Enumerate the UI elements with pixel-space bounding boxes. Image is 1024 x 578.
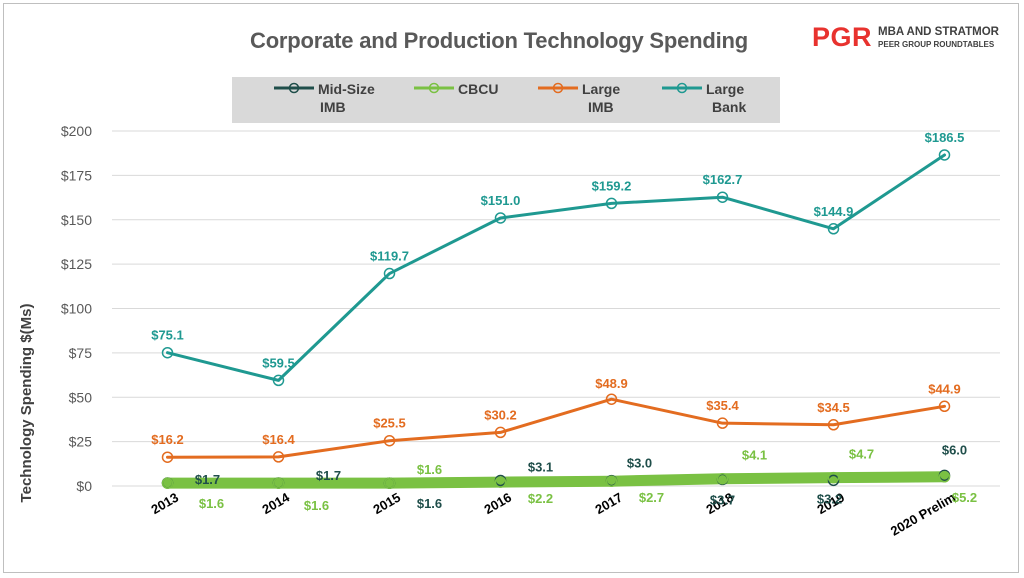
series-line xyxy=(162,471,950,489)
y-tick-label: $25 xyxy=(69,434,93,450)
legend-swatch-mid-size-imb xyxy=(274,82,314,94)
data-point xyxy=(827,223,840,235)
data-point xyxy=(272,477,285,489)
data-label: $151.0 xyxy=(481,193,521,208)
data-point xyxy=(827,419,840,431)
data-point xyxy=(272,451,285,463)
data-point xyxy=(938,471,951,483)
data-point xyxy=(605,475,618,487)
data-label: $30.2 xyxy=(484,407,517,422)
data-label: $1.6 xyxy=(417,496,442,511)
legend-label-large-imb: Large IMB xyxy=(582,81,621,115)
legend-label-mid-size-imb: Mid-Size IMB xyxy=(318,81,375,115)
data-label: $4.7 xyxy=(849,447,874,462)
data-point xyxy=(716,472,729,485)
data-label: $4.1 xyxy=(742,448,767,463)
x-tick-label: 2014 xyxy=(259,489,292,517)
data-label: $186.5 xyxy=(925,130,965,145)
data-label: $75.1 xyxy=(151,328,184,343)
data-label: $1.6 xyxy=(304,498,329,513)
data-label: $6.0 xyxy=(942,442,967,457)
data-label: $44.9 xyxy=(928,381,961,396)
data-point xyxy=(938,149,951,161)
data-label: $3.2 xyxy=(817,491,842,506)
x-tick-label: 2013 xyxy=(148,490,181,517)
data-point xyxy=(716,191,729,203)
logo-mark: PGR xyxy=(812,22,873,52)
data-point xyxy=(494,476,507,488)
data-point xyxy=(605,197,618,210)
data-point xyxy=(161,451,174,463)
chart-legend: Mid-Size IMB CBCU Large IMB Large Bank xyxy=(232,77,780,123)
pgr-logo: PGR MBA AND STRATMOR PEER GROUP ROUNDTAB… xyxy=(812,24,999,51)
data-point xyxy=(938,400,951,413)
y-tick-label: $100 xyxy=(61,301,92,317)
data-point xyxy=(161,346,174,359)
x-tick-label: 2017 xyxy=(592,490,625,517)
logo-line2: PEER GROUP ROUNDTABLES xyxy=(878,39,995,49)
data-label: $35.4 xyxy=(706,398,739,413)
data-label: $34.5 xyxy=(817,400,850,415)
x-tick-label: 2020 Prelim xyxy=(888,490,958,539)
data-point xyxy=(827,471,840,484)
data-point xyxy=(383,477,396,489)
data-point xyxy=(716,417,729,429)
data-label: $16.2 xyxy=(151,432,184,447)
data-label: $2.2 xyxy=(528,491,553,506)
data-label: $162.7 xyxy=(703,172,743,187)
series-line xyxy=(166,397,946,459)
data-label: $16.4 xyxy=(262,432,295,447)
chart-title: Corporate and Production Technology Spen… xyxy=(250,28,749,53)
data-label: $3.0 xyxy=(627,456,652,471)
data-label: $119.7 xyxy=(370,249,409,264)
logo-text: MBA AND STRATMOR PEER GROUP ROUNDTABLES xyxy=(878,26,999,48)
legend-swatch-large-bank xyxy=(662,82,702,94)
legend-swatch-large-imb xyxy=(538,82,578,94)
y-tick-label: $200 xyxy=(61,123,92,139)
data-label: $25.5 xyxy=(373,416,406,431)
y-tick-label: $125 xyxy=(61,256,92,272)
legend-label-large-bank: Large Bank xyxy=(706,81,747,115)
data-label: $5.2 xyxy=(952,490,977,505)
y-tick-label: $75 xyxy=(69,345,93,361)
data-label: $1.7 xyxy=(316,468,341,483)
data-label: $3.7 xyxy=(710,492,735,507)
data-label: $2.7 xyxy=(639,490,664,505)
data-point xyxy=(494,426,507,439)
series-line xyxy=(166,153,946,382)
x-tick-label: 2016 xyxy=(481,490,514,517)
data-point xyxy=(494,212,507,224)
data-label: $144.9 xyxy=(814,204,854,219)
logo-line1: MBA AND STRATMOR xyxy=(878,26,999,39)
y-tick-label: $175 xyxy=(61,167,92,183)
data-label: $48.9 xyxy=(595,376,628,391)
legend-label-cbcu: CBCU xyxy=(458,81,499,97)
data-point xyxy=(383,434,396,447)
data-label: $59.5 xyxy=(262,355,295,370)
y-tick-label: $0 xyxy=(76,478,92,494)
data-point xyxy=(605,393,618,405)
data-label: $3.1 xyxy=(528,459,553,474)
y-tick-label: $150 xyxy=(61,212,92,228)
legend-swatch-cbcu xyxy=(414,82,454,94)
data-label: $1.6 xyxy=(417,462,442,477)
data-label: $1.6 xyxy=(199,496,224,511)
data-label: $159.2 xyxy=(592,178,632,193)
data-point xyxy=(161,477,174,489)
data-label: $1.7 xyxy=(195,472,220,487)
data-point xyxy=(272,374,285,387)
data-point xyxy=(383,267,396,280)
x-tick-label: 2015 xyxy=(370,490,403,517)
y-tick-label: $50 xyxy=(69,389,93,405)
